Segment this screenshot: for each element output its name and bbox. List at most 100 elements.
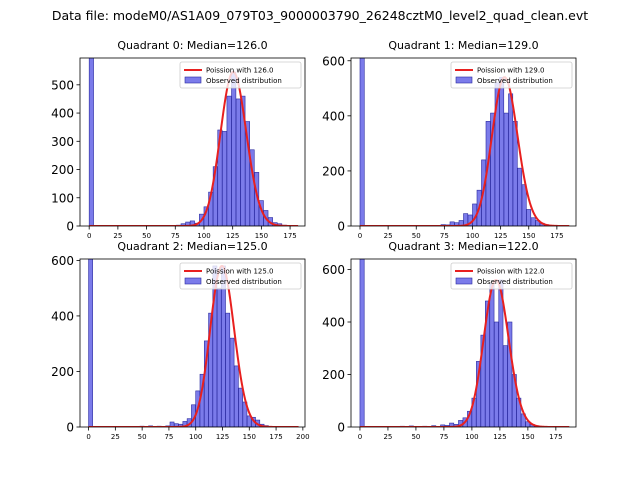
x-tick-label: 0: [86, 433, 90, 441]
x-tick-label: 25: [384, 232, 393, 240]
legend-label-poisson: Poission with 122.0: [477, 268, 545, 276]
poisson-curve: [360, 76, 570, 226]
x-tick-label: 125: [494, 232, 507, 240]
chart-panel-1: Quadrant 1: Median=129.0 0 200 400 600 0 25 50 7…: [322, 39, 577, 240]
x-tick-label: 25: [383, 433, 392, 441]
panel-title: Quadrant 3: Median=122.0: [388, 240, 538, 253]
x-tick-label: 175: [269, 433, 282, 441]
y-tick-label: 0: [66, 220, 74, 234]
legend-label-poisson: Poission with 125.0: [206, 268, 274, 276]
plot-area: [88, 259, 299, 427]
figure-title: Data file: modeM0/AS1A09_079T03_90000037…: [52, 8, 588, 23]
histogram-bar: [530, 217, 536, 226]
x-tick-label: 150: [522, 232, 535, 240]
panels: Quadrant 0: Median=126.00100200300400500…: [51, 39, 577, 441]
x-tick-label: 25: [113, 232, 122, 240]
y-tick-label: 300: [51, 135, 74, 149]
y-tick-label: 100: [51, 191, 74, 205]
panel-title: Quadrant 2: Median=125.0: [117, 240, 267, 253]
histogram-bar: [238, 387, 243, 427]
y-tick-label: 0: [337, 421, 345, 435]
x-tick-label: 75: [164, 433, 173, 441]
axes-frame: [79, 57, 306, 227]
x-tick-label: 200: [296, 433, 309, 441]
histogram-bar: [503, 112, 509, 226]
y-tick-label: 600: [322, 263, 345, 277]
x-tick-label: 50: [138, 433, 147, 441]
x-tick-label: 75: [439, 433, 448, 441]
x-tick-label: 100: [465, 433, 478, 441]
legend-label-observed: Observed distribution: [206, 77, 282, 85]
x-tick-label: 50: [411, 433, 420, 441]
histogram-bar: [231, 71, 237, 226]
x-tick-label: 100: [189, 433, 202, 441]
y-tick-label: 400: [51, 309, 74, 323]
poisson-curve: [359, 279, 570, 427]
histogram-bar: [359, 58, 365, 226]
x-tick-label: 175: [549, 433, 562, 441]
y-tick-label: 0: [337, 220, 345, 234]
legend: Poission with 125.0 Observed distribution: [179, 262, 302, 290]
chart-panel-2: Quadrant 2: Median=125.0 0 200 400 600 0 25 50 7…: [51, 240, 309, 441]
y-tick-label: 600: [322, 54, 345, 68]
axes-frame: [350, 258, 577, 428]
histogram-bar: [508, 93, 514, 226]
y-tick-label: 600: [51, 254, 74, 268]
histogram-bar: [521, 184, 527, 226]
y-tick-label: 200: [51, 163, 74, 177]
chart-panel-3: Quadrant 3: Median=122.0 0 200 400 600 0 25 50 7…: [322, 240, 577, 441]
y-tick-label: 200: [322, 368, 345, 382]
histogram-bar: [493, 321, 499, 427]
histogram-bar: [517, 167, 523, 226]
histogram-bar: [226, 95, 232, 226]
x-tick-label: 150: [521, 433, 534, 441]
x-tick-label: 125: [226, 232, 239, 240]
x-tick-label: 0: [87, 232, 91, 240]
y-tick-label: 0: [66, 421, 74, 435]
legend-label-poisson: Poission with 129.0: [477, 67, 545, 75]
histogram-bar: [229, 337, 235, 427]
axes-frame: [350, 57, 577, 227]
x-tick-label: 100: [197, 232, 210, 240]
y-tick-label: 400: [51, 107, 74, 121]
legend-label-observed: Observed distribution: [206, 278, 282, 286]
plot-area: [88, 58, 299, 226]
x-tick-label: 75: [171, 232, 180, 240]
y-tick-label: 500: [51, 78, 74, 92]
x-tick-label: 0: [358, 433, 362, 441]
x-tick-label: 50: [412, 232, 421, 240]
histogram-bar: [502, 345, 508, 427]
panel-title: Quadrant 1: Median=129.0: [388, 39, 538, 52]
histogram-bar: [216, 287, 222, 427]
axes-frame: [79, 258, 306, 428]
histogram-bar: [233, 365, 239, 427]
legend-box: [450, 262, 573, 290]
legend-box: [179, 262, 302, 290]
histogram-bar: [512, 121, 518, 226]
y-tick-label: 400: [322, 316, 345, 330]
legend-box: [179, 61, 302, 89]
y-tick-label: 400: [322, 109, 345, 123]
histogram-bar: [88, 259, 93, 427]
x-tick-label: 125: [493, 433, 506, 441]
legend-label-observed: Observed distribution: [477, 278, 553, 286]
histogram-bar: [222, 131, 228, 226]
x-tick-label: 175: [283, 232, 296, 240]
chart-panel-0: Quadrant 0: Median=126.00100200300400500…: [51, 39, 306, 240]
histogram-bar: [499, 76, 505, 226]
poisson-curve: [88, 264, 299, 427]
x-tick-label: 150: [255, 232, 268, 240]
legend-bar-swatch: [184, 277, 202, 285]
histogram-bar: [221, 265, 226, 427]
legend-bar-swatch: [184, 76, 202, 84]
x-tick-label: 75: [440, 232, 449, 240]
legend-label-poisson: Poission with 126.0: [206, 67, 274, 75]
histogram-bar: [225, 312, 231, 427]
x-tick-label: 175: [550, 232, 563, 240]
y-tick-label: 200: [51, 365, 74, 379]
legend-bar-swatch: [455, 277, 473, 285]
histogram-bar: [235, 98, 241, 226]
legend-label-observed: Observed distribution: [477, 77, 553, 85]
x-tick-label: 25: [111, 433, 120, 441]
